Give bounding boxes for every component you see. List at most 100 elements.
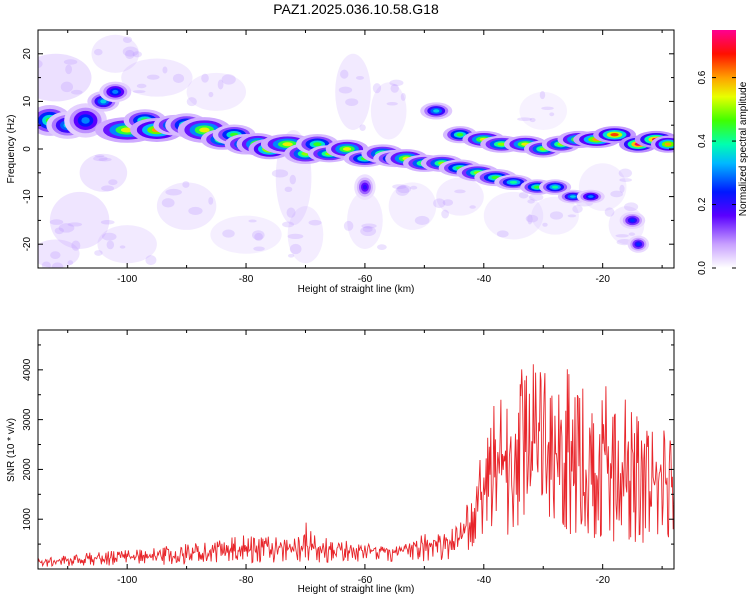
heat-speckle: [454, 189, 466, 194]
heat-speckle: [441, 209, 449, 219]
heat-speckle: [119, 245, 126, 249]
snr-x-axis-label: Height of straight line (km): [298, 584, 415, 595]
heat-speckle: [217, 79, 224, 90]
heat-speckle: [282, 221, 295, 228]
heat-speckle: [125, 49, 135, 59]
heat-haze-patch: [121, 58, 193, 97]
heat-speckle: [188, 206, 203, 215]
heat-speckle: [41, 261, 51, 268]
heat-speckle: [360, 226, 377, 237]
heat-speckle: [60, 81, 74, 93]
heat-speckle: [252, 230, 265, 241]
heat-speckle: [615, 234, 629, 238]
heat-speckle: [361, 223, 377, 229]
heat-x-tick-label: -40: [477, 274, 492, 285]
heat-speckle: [338, 86, 353, 94]
heat-speckle: [355, 75, 364, 80]
figure-title: PAZ1.2025.036.10.58.G18: [273, 1, 439, 17]
heat-speckle: [67, 260, 74, 265]
heat-speckle: [400, 92, 406, 101]
heat-blob: [664, 142, 672, 146]
heat-speckle: [386, 101, 398, 106]
heat-speckle: [525, 214, 539, 223]
snr-x-tick-label: -80: [239, 575, 254, 586]
heat-speckle: [98, 157, 112, 162]
heat-speckle: [604, 207, 615, 217]
snr-series-line: [38, 364, 674, 568]
heat-speckle: [67, 222, 83, 227]
heat-speckle: [70, 89, 83, 95]
heat-speckle: [628, 232, 636, 236]
heat-speckle: [372, 83, 382, 94]
heat-speckle: [572, 204, 583, 214]
heat-y-tick-label: 0: [22, 146, 33, 152]
heat-speckle: [71, 240, 81, 251]
heat-speckle: [172, 73, 185, 84]
heat-haze-patch: [91, 34, 140, 73]
heat-speckle: [182, 181, 190, 188]
snr-y-axis-label: SNR (10 * v/v): [6, 418, 17, 482]
heat-speckle: [619, 184, 625, 193]
heat-x-tick-label: -60: [358, 274, 373, 285]
heat-haze-patch: [210, 215, 282, 254]
heat-speckle: [108, 179, 118, 186]
heat-speckle: [94, 250, 103, 256]
heat-speckle: [94, 48, 103, 56]
snr-y-tick-label: 1000: [22, 508, 33, 531]
snr-plot-frame: [37, 329, 675, 570]
heat-speckle: [527, 199, 535, 204]
heat-speckle: [414, 215, 430, 226]
heat-speckle: [518, 191, 529, 199]
heat-speckle: [549, 112, 555, 117]
heat-speckle: [49, 219, 64, 225]
heat-speckle: [496, 230, 509, 238]
heat-speckle: [102, 232, 117, 241]
colorbar-label: Normalized spectral amplitude: [738, 81, 749, 216]
heat-speckle: [549, 211, 564, 220]
heat-speckle: [343, 220, 354, 231]
heat-speckle: [397, 184, 412, 194]
heat-haze-patch: [335, 53, 371, 130]
snr-y-tick-label: 2000: [22, 458, 33, 481]
heat-speckle: [287, 233, 304, 239]
heat-speckle: [541, 106, 554, 111]
heat-speckle: [287, 253, 295, 258]
colorbar-tick-label: 0.4: [697, 134, 708, 148]
heat-blob: [313, 142, 322, 147]
snr-chart: -100 -80 -60 -40 -20 1000 2000 3000 4000 Height …: [6, 329, 675, 595]
heat-speckle: [390, 83, 399, 93]
heat-blob: [282, 142, 293, 147]
heat-blob: [509, 180, 518, 184]
heat-speckle: [539, 90, 546, 100]
heat-speckle: [410, 185, 418, 190]
heat-haze-patch: [287, 206, 324, 264]
heat-haze-patch: [436, 177, 484, 216]
heat-blob: [199, 127, 210, 133]
heat-speckle: [100, 219, 115, 225]
heat-speckle: [392, 184, 407, 190]
heat-speckle: [517, 117, 532, 121]
heat-haze-patch: [79, 153, 128, 192]
heat-speckle: [136, 83, 147, 89]
heat-speckle: [340, 69, 349, 79]
heat-x-axis-label: Height of straight line (km): [298, 284, 415, 295]
heat-speckle: [433, 198, 446, 209]
heat-speckle: [619, 178, 632, 182]
heat-speckle: [54, 227, 64, 235]
heat-y-tick-label: 10: [22, 95, 33, 107]
heat-speckle: [308, 219, 322, 226]
heat-speckle: [122, 36, 133, 43]
colorbar-tick-label: 0.2: [697, 197, 708, 211]
heat-speckle: [286, 207, 296, 218]
heat-speckle: [248, 219, 257, 223]
heat-blob: [81, 117, 90, 124]
heat-blob: [533, 185, 541, 189]
heat-speckle: [289, 243, 302, 255]
heat-speckle: [542, 222, 548, 227]
heat-blob: [636, 242, 641, 246]
heat-speckle: [221, 74, 236, 85]
heat-speckle: [345, 98, 359, 106]
heat-speckle: [65, 64, 73, 75]
heat-speckle: [165, 188, 182, 196]
heat-haze-patch: [531, 196, 579, 235]
